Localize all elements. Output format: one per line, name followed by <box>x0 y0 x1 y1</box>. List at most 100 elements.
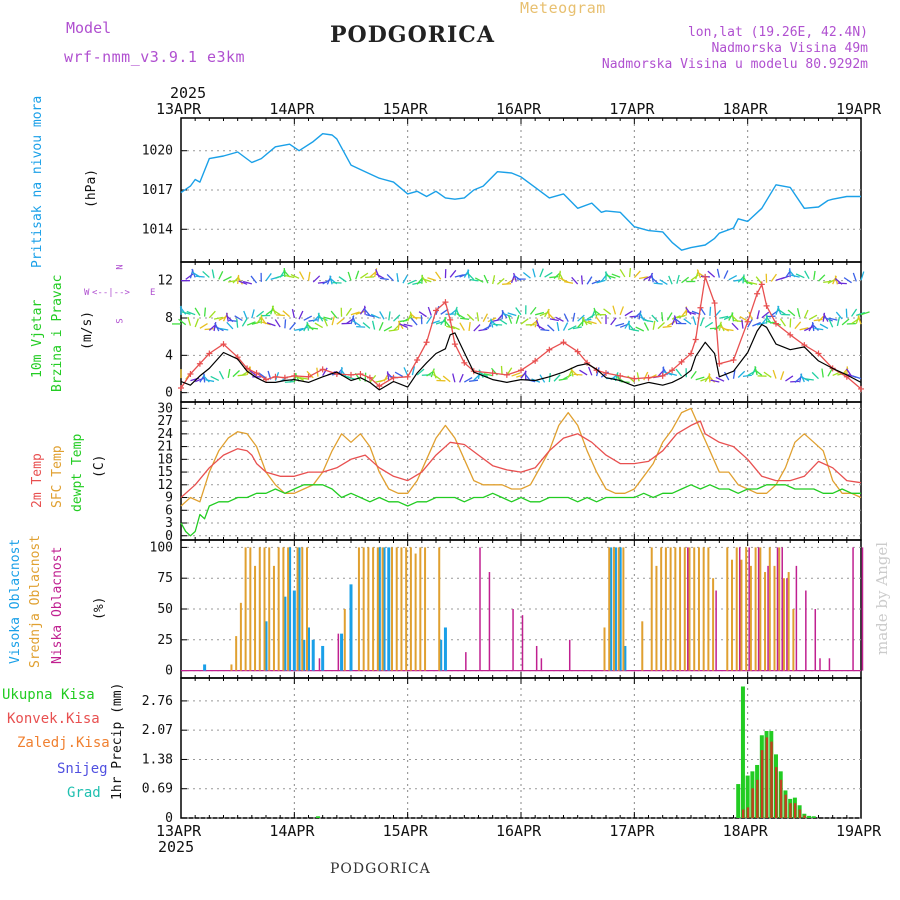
precip-total-bar <box>811 816 816 818</box>
wind-arrow <box>362 322 371 329</box>
wind-arrow <box>580 275 584 285</box>
wind-gust-marker <box>433 307 439 314</box>
wind-arrow <box>709 306 712 316</box>
wind-arrow <box>203 373 206 383</box>
cloud-bar <box>782 578 785 671</box>
wind-arrow <box>363 308 371 316</box>
cloud-bar <box>613 547 617 671</box>
wind-arrow <box>219 327 229 331</box>
wind-arrow <box>650 276 659 284</box>
cloud-bar <box>382 547 386 671</box>
wind-arrow <box>371 320 376 330</box>
wind-gust-marker <box>603 370 609 377</box>
cloud-bar <box>337 633 340 671</box>
wind-arrow <box>261 321 271 326</box>
wind-arrow <box>787 309 796 317</box>
year-bottom: 2025 <box>158 838 195 856</box>
y-tick-label: 9 <box>165 491 173 506</box>
wind-arrow <box>238 280 248 285</box>
cloud-bar <box>321 645 325 671</box>
wind-arrow <box>638 310 642 320</box>
cloud-bar <box>400 547 403 671</box>
wind-arrow <box>418 311 427 318</box>
compass-arrows: <--|--> <box>92 288 130 298</box>
wind-gust-marker <box>659 372 666 379</box>
wind-arrow <box>843 277 852 284</box>
wind-arrow <box>449 269 457 278</box>
cloud-bar <box>438 547 441 671</box>
cloud-bar <box>521 615 524 671</box>
wind-gust-marker <box>758 281 765 288</box>
wind-arrow <box>813 270 816 280</box>
wind-gust-marker <box>730 357 737 363</box>
wind-arrow <box>586 276 593 285</box>
wind-arrow <box>732 369 736 379</box>
wind-arrow <box>178 318 187 326</box>
wind-gust-marker <box>178 385 184 391</box>
wind-gust-marker <box>423 339 430 346</box>
wind-arrow <box>532 268 536 278</box>
cloud-bar <box>258 547 261 671</box>
precip-total-bar <box>745 775 750 818</box>
wind-arrow <box>298 271 305 280</box>
wind-arrow <box>251 309 255 319</box>
wind-arrow <box>236 318 239 328</box>
wind-arrow <box>469 278 479 282</box>
wind-arrow <box>478 328 488 332</box>
y-tick-label: 0.69 <box>142 782 173 797</box>
wind-arrow <box>352 316 357 325</box>
day-label-top: 19APR <box>836 100 882 118</box>
y-tick-label: 1014 <box>142 222 173 237</box>
wind-arrow <box>761 311 770 319</box>
precip-convective-bar <box>746 807 750 818</box>
y-tick-label: 0 <box>165 386 173 401</box>
cloud-bar <box>409 547 412 671</box>
wind-arrow <box>350 311 360 316</box>
y-tick-label: 24 <box>157 427 173 442</box>
wind-arrow <box>643 322 650 331</box>
wind-arrow <box>558 377 568 381</box>
cloud-bar <box>641 621 644 671</box>
cloud-bar <box>297 547 301 671</box>
cloud-mid-label: Srednja Oblacnost <box>28 534 43 668</box>
cloud-bar <box>391 547 393 671</box>
cloud-bar <box>479 547 481 671</box>
cloud-bar <box>405 547 408 671</box>
cloud-bar <box>697 547 700 671</box>
wind-unit: (m/s) <box>80 310 95 350</box>
cloud-bar <box>738 547 741 671</box>
credit-text: made by Angel <box>873 541 891 655</box>
cloud-bar <box>655 565 658 671</box>
cloud-bar <box>740 559 743 671</box>
cloud-bar <box>439 639 443 671</box>
wind-arrow <box>630 328 640 332</box>
wind-arrow <box>338 276 347 283</box>
cloud-bar <box>622 547 625 671</box>
data-marks <box>172 132 870 818</box>
wind-arrow <box>808 314 818 321</box>
wind-arrow <box>803 309 809 319</box>
wind-arrow <box>210 375 220 381</box>
wind-arrow <box>211 269 215 279</box>
precip-convective-bar <box>779 779 783 818</box>
wind-arrow <box>291 308 295 319</box>
wind-arrow <box>715 376 725 382</box>
wind-arrow <box>667 372 678 376</box>
cloud-bar <box>693 547 696 671</box>
wind-arrow <box>515 307 522 316</box>
wind-arrow <box>386 273 394 282</box>
wind-arrow <box>794 321 802 330</box>
wind-arrow <box>562 322 569 331</box>
wind-arrow <box>612 305 617 315</box>
cloud-bar <box>768 547 771 671</box>
wind-arrow <box>507 312 517 317</box>
wind-arrow <box>536 324 545 331</box>
wind-gust-marker <box>532 357 539 364</box>
wind-arrow <box>213 316 224 320</box>
wind-gust-marker <box>319 366 326 373</box>
cloud-bar <box>381 547 384 671</box>
wind-arrow <box>522 272 531 279</box>
wind-arrow <box>563 280 574 284</box>
y-tick-label: 0 <box>165 529 173 544</box>
wind-arrow <box>426 315 433 325</box>
